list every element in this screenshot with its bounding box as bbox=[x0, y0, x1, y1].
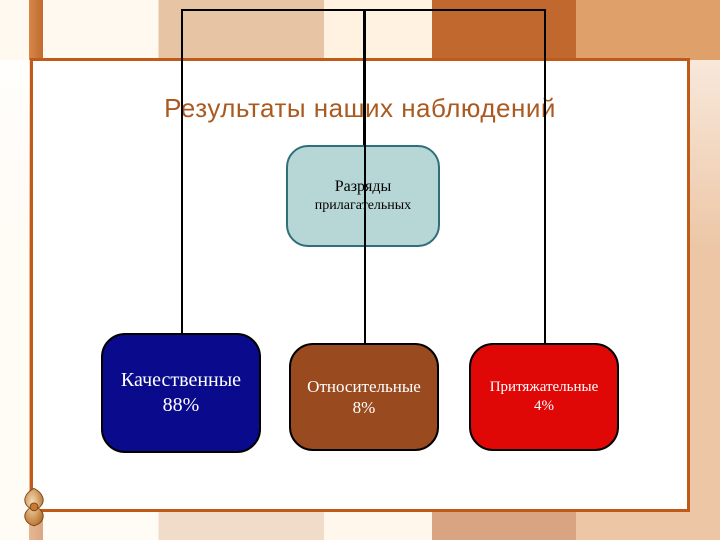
content-panel: Результаты наших наблюдений Разряды прил… bbox=[30, 58, 690, 512]
slide-stage: Результаты наших наблюдений Разряды прил… bbox=[0, 0, 720, 540]
leaf-node-qualitative: Качественные 88% bbox=[101, 333, 261, 453]
leaf-percent-qualitative: 88% bbox=[163, 393, 200, 418]
root-node: Разряды прилагательных bbox=[286, 145, 440, 247]
leaf-percent-possessive: 4% bbox=[534, 397, 554, 416]
root-node-line2: прилагательных bbox=[315, 197, 411, 215]
connector-to-root bbox=[363, 9, 365, 145]
leaf-label-possessive: Притяжательные bbox=[490, 378, 599, 397]
leaf-node-relative: Относительные 8% bbox=[289, 343, 439, 451]
leaf-label-relative: Относительные bbox=[307, 376, 421, 397]
connector-to-leaf-0 bbox=[181, 9, 183, 333]
leaf-node-possessive: Притяжательные 4% bbox=[469, 343, 619, 451]
leaf-percent-relative: 8% bbox=[353, 397, 376, 418]
leaf-label-qualitative: Качественные bbox=[121, 368, 241, 393]
connector-to-leaf-2 bbox=[544, 9, 546, 343]
ornament-icon bbox=[12, 484, 56, 528]
root-node-line1: Разряды bbox=[335, 177, 392, 197]
slide-title: Результаты наших наблюдений bbox=[33, 93, 687, 124]
